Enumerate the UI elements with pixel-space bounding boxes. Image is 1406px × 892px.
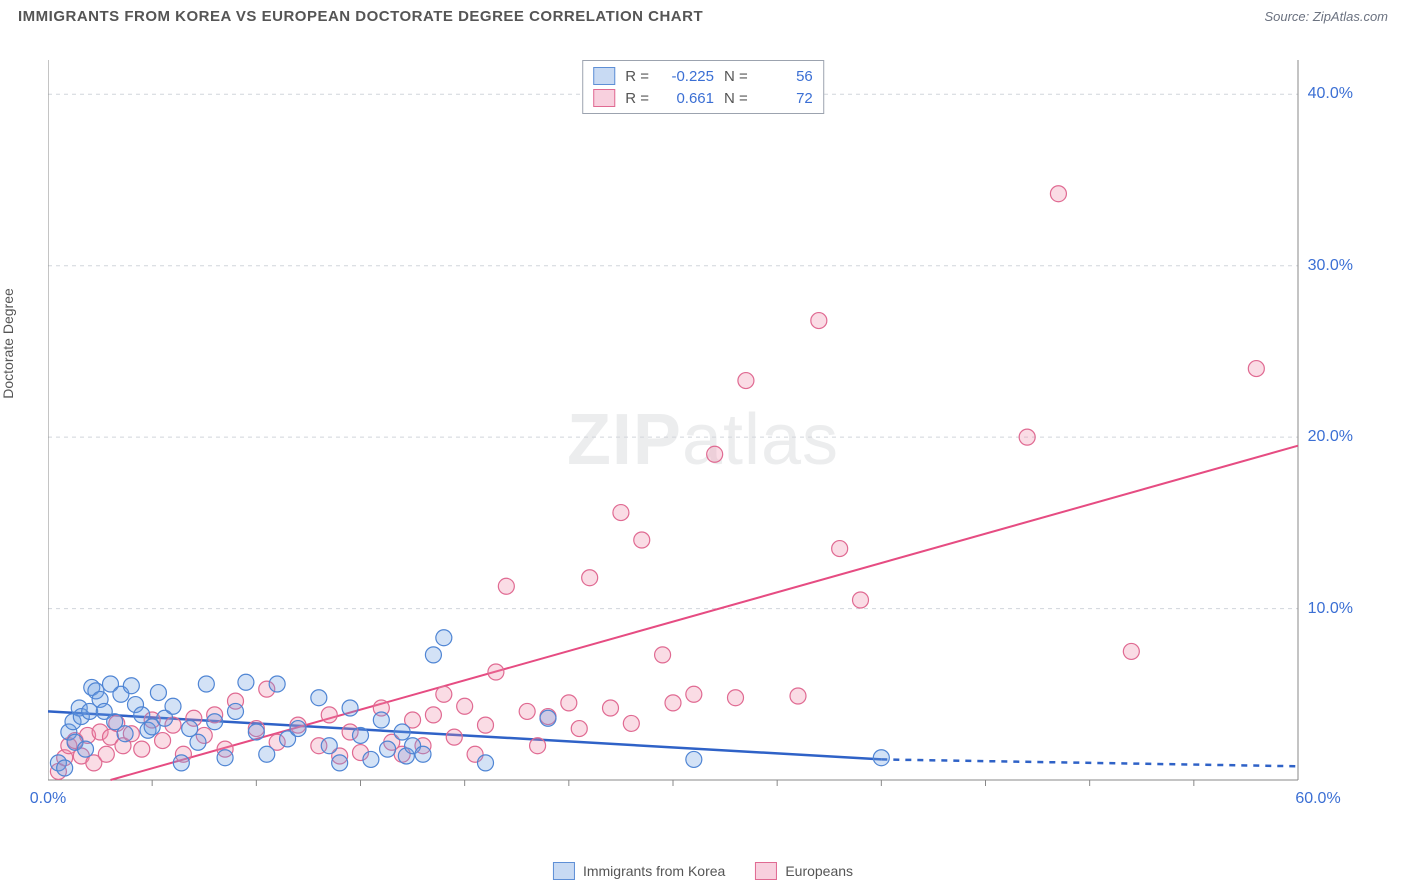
legend-label: Immigrants from Korea	[583, 863, 725, 879]
swatch-blue-icon	[553, 862, 575, 880]
stats-legend-box: R = -0.225 N = 56 R = 0.661 N = 72	[582, 60, 824, 114]
swatch-blue-icon	[593, 67, 615, 85]
y-tick-label: 40.0%	[1308, 85, 1353, 103]
swatch-pink-icon	[755, 862, 777, 880]
stats-row-blue: R = -0.225 N = 56	[593, 65, 813, 87]
swatch-pink-icon	[593, 89, 615, 107]
legend-label: Europeans	[785, 863, 853, 879]
x-tick-label: 0.0%	[30, 790, 66, 808]
y-tick-label: 10.0%	[1308, 600, 1353, 618]
x-tick-label: 60.0%	[1295, 790, 1340, 808]
scatter-plot	[48, 60, 1358, 820]
y-tick-label: 30.0%	[1308, 257, 1353, 275]
y-axis-label: Doctorate Degree	[0, 288, 16, 399]
chart-title: IMMIGRANTS FROM KOREA VS EUROPEAN DOCTOR…	[18, 8, 703, 25]
y-tick-label: 20.0%	[1308, 428, 1353, 446]
bottom-legend: Immigrants from Korea Europeans	[553, 862, 853, 880]
stats-row-pink: R = 0.661 N = 72	[593, 87, 813, 109]
source-label: Source: ZipAtlas.com	[1264, 9, 1388, 24]
legend-item-blue: Immigrants from Korea	[553, 862, 725, 880]
legend-item-pink: Europeans	[755, 862, 853, 880]
chart-area: ZIPatlas R = -0.225 N = 56 R = 0.661 N =…	[48, 60, 1358, 820]
